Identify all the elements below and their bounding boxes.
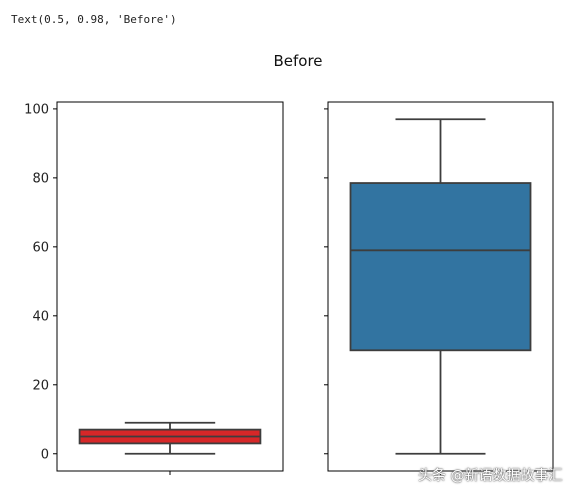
- ytick-label-100: 100: [24, 102, 49, 117]
- chart-title: Before: [273, 52, 322, 70]
- panels: 0 20 40 60 80 100: [24, 101, 554, 475]
- ytick-label-40: 40: [32, 309, 49, 324]
- ytick-label-60: 60: [32, 240, 49, 255]
- ytick-label-20: 20: [32, 378, 49, 393]
- panel-1-frame: [56, 101, 284, 472]
- panel-2-box: [349, 182, 532, 352]
- ytick-label-0: 0: [41, 447, 49, 462]
- watermark-text: 头条 @新语数据故事汇: [418, 468, 563, 484]
- output-text: Text(0.5, 0.98, 'Before'): [11, 13, 177, 26]
- ytick-label-80: 80: [32, 171, 49, 186]
